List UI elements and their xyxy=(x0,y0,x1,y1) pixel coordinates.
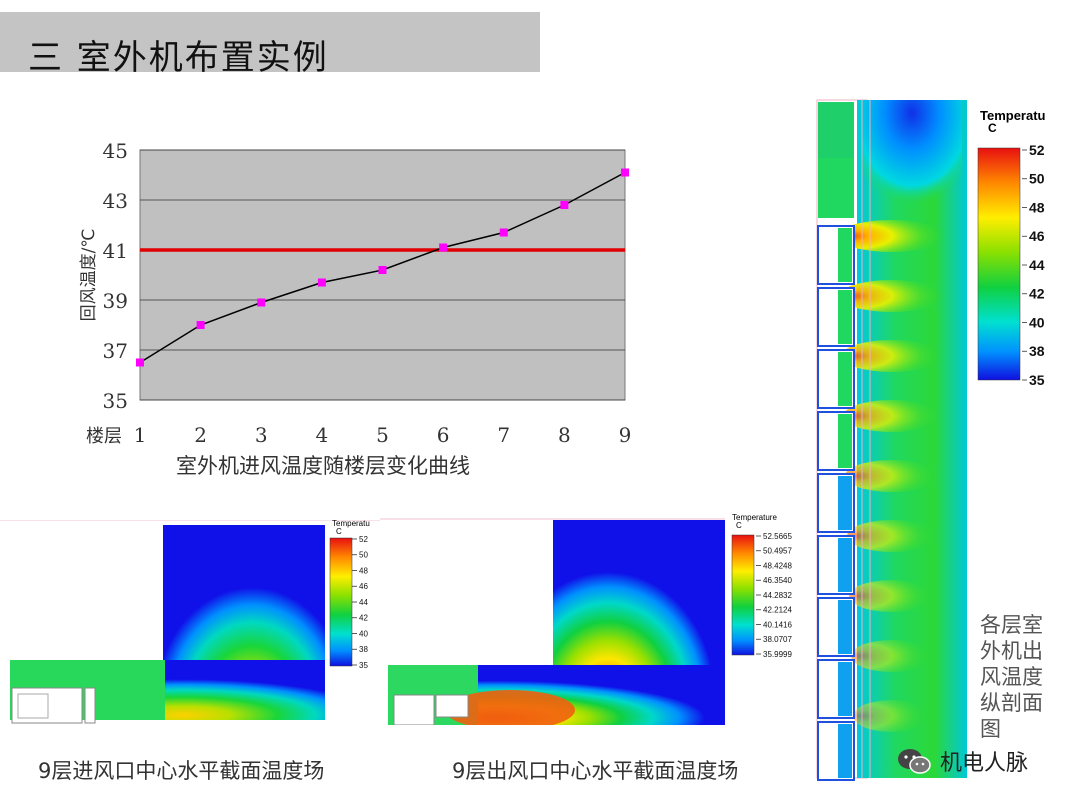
x-tick-label: 7 xyxy=(497,423,510,447)
legend-value: 42 xyxy=(1029,286,1045,302)
legend-value: 52 xyxy=(1029,142,1045,158)
legend-value: 35 xyxy=(1029,372,1045,388)
title-bar: 三 室外机布置实例 xyxy=(0,12,540,78)
y-axis-label: 回风温度/℃ xyxy=(79,229,99,322)
legend-value: 38 xyxy=(1029,343,1045,359)
data-point xyxy=(317,278,326,287)
right-contour-panel: Temperatu C 52 50 48 46 44 42 40 38 35 xyxy=(802,98,1080,788)
x-tick-label: 5 xyxy=(376,423,389,447)
plume xyxy=(837,220,947,252)
mid-contour-panel: Temperature C 52.5665 50.4957 48.4248 46.35… xyxy=(380,510,805,735)
legend-value: 38 xyxy=(359,645,368,654)
plume xyxy=(851,640,933,672)
y-tick-label: 43 xyxy=(103,189,128,213)
wechat-icon xyxy=(898,749,931,774)
unit-fill xyxy=(838,228,852,282)
plume xyxy=(847,520,937,552)
data-point xyxy=(136,358,144,367)
plume xyxy=(845,460,939,492)
data-point xyxy=(560,201,569,209)
legend-value: 44 xyxy=(359,598,368,607)
unit-fill xyxy=(838,538,852,592)
x-tick-label: 3 xyxy=(255,423,268,447)
legend-value: 46 xyxy=(1029,228,1045,244)
data-point xyxy=(499,228,508,237)
x-tick-label: 8 xyxy=(558,423,571,447)
logo-text: 机电人脉 xyxy=(940,751,1029,776)
x-tick-label: 6 xyxy=(437,423,450,447)
legend-value: 35 xyxy=(359,661,368,670)
plume xyxy=(853,700,931,732)
legend-value: 42 xyxy=(359,614,368,623)
unit-fill xyxy=(838,600,852,654)
legend-value: 52.5665 xyxy=(763,532,792,541)
right-caption: 各层室外机出风温度纵剖面图 xyxy=(980,613,1043,741)
plot-area xyxy=(139,149,626,401)
y-tick-label: 35 xyxy=(103,389,128,413)
unit-fill xyxy=(838,290,852,344)
legend-value: 46.3540 xyxy=(763,576,792,585)
legend-value: 48 xyxy=(1029,199,1045,215)
x-axis-label: 楼层 xyxy=(86,426,122,447)
legend-value: 50 xyxy=(1029,171,1045,187)
chart-caption: 室外机进风温度随楼层变化曲线 xyxy=(176,454,470,478)
data-point xyxy=(439,243,448,252)
page-title: 三 室外机布置实例 xyxy=(28,38,329,78)
left-legend-title: Temperatu xyxy=(332,520,370,528)
mid-contour-svg: Temperature C 52.5665 50.4957 48.4248 46.35… xyxy=(380,513,792,735)
left-legend-unit: C xyxy=(336,527,342,536)
x-tick-label: 1 xyxy=(134,423,147,447)
y-tick-label: 39 xyxy=(103,289,128,313)
y-tick-label: 45 xyxy=(103,139,128,163)
data-point xyxy=(621,168,629,177)
legend-value: 50.4957 xyxy=(763,547,792,556)
data-point xyxy=(196,321,205,329)
line-chart: 35 37 39 41 43 45 1 2 3 4 5 6 7 8 9 楼层 回风温度/℃ xyxy=(70,138,640,483)
unit-fill xyxy=(838,414,852,468)
legend-value: 48.4248 xyxy=(763,561,792,570)
y-tick-label: 37 xyxy=(103,339,128,363)
unit-fill xyxy=(838,724,852,778)
legend-value: 40 xyxy=(359,629,368,638)
legend-value: 52 xyxy=(359,535,368,544)
right-legend-unit: C xyxy=(988,121,997,135)
legend-value: 44 xyxy=(1029,257,1045,273)
x-tick-label: 4 xyxy=(316,423,329,447)
legend-value: 44.2832 xyxy=(763,591,792,600)
x-tick-label: 9 xyxy=(619,423,632,447)
watermark-logo: 机电人脉 xyxy=(896,745,1028,777)
right-contour-svg: Temperatu C 52 50 48 46 44 42 40 38 35 xyxy=(816,99,1046,781)
left-caption: 9层进风口中心水平截面温度场 xyxy=(38,759,325,783)
plume xyxy=(843,400,941,432)
left-contour-svg: Temperatu C 52 50 48 46 44 42 40 38 35 xyxy=(0,520,380,735)
data-point xyxy=(257,298,266,307)
unit-fill xyxy=(838,352,852,406)
left-contour-panel: Temperatu C 52 50 48 46 44 42 40 38 35 xyxy=(0,520,380,735)
legend-value: 50 xyxy=(359,551,368,560)
right-legend-title: Temperatu xyxy=(980,108,1046,123)
x-tick-label: 2 xyxy=(194,423,207,447)
legend-value: 40 xyxy=(1029,314,1045,330)
legend-value: 40.1416 xyxy=(763,620,792,629)
plume xyxy=(841,340,943,372)
mid-legend-unit: C xyxy=(736,521,742,530)
unit-fill xyxy=(838,662,852,716)
legend-value: 48 xyxy=(359,566,368,575)
plume xyxy=(839,280,945,312)
y-tick-label: 41 xyxy=(103,239,128,263)
legend-value: 46 xyxy=(359,582,368,591)
data-point xyxy=(378,266,387,274)
legend-value: 42.2124 xyxy=(763,606,792,615)
unit-fill xyxy=(838,476,852,530)
legend-value: 35.9999 xyxy=(763,650,792,659)
mid-legend-title: Temperature xyxy=(732,513,777,522)
mid-caption: 9层出风口中心水平截面温度场 xyxy=(452,759,739,783)
legend-value: 38.0707 xyxy=(763,635,792,644)
